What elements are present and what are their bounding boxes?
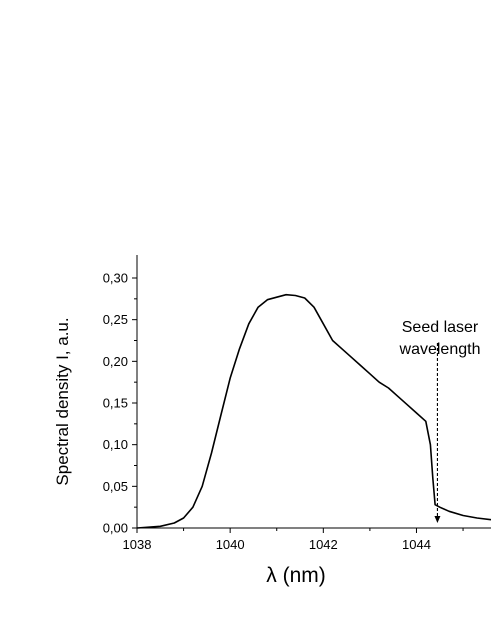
plot-area: 1038 1040 1042 1044 0,00 0,05 0,10 0,15 0,20 0,2… [103,255,491,552]
y-tick-label: 0,15 [103,396,128,411]
y-tick-label: 0,25 [103,312,128,327]
x-ticks: 1038 1040 1042 1044 [123,528,464,552]
seed-laser-label: wavelength [399,341,481,358]
y-tick-label: 0,05 [103,479,128,494]
spectrum-line [136,293,491,529]
y-tick-label: 0,20 [103,354,128,369]
y-tick-label: 0,30 [103,271,128,286]
seed-laser-label: Seed laser [402,319,479,336]
y-ticks: 0,00 0,05 0,10 0,15 0,20 0,25 0,30 [103,271,137,536]
y-axis-title: Spectral density I, a.u. [53,317,72,485]
x-tick-label: 1042 [309,537,338,552]
seed-laser-arrowhead [434,516,441,523]
x-tick-label: 1040 [216,537,245,552]
series-layer [136,293,491,529]
x-axis-title: λ (nm) [266,564,326,587]
x-tick-label: 1038 [123,537,152,552]
y-tick-label: 0,00 [103,521,128,536]
y-tick-label: 0,10 [103,437,128,452]
x-tick-label: 1044 [402,537,431,552]
annotation-layer: Seed laser wavelength [399,319,481,523]
